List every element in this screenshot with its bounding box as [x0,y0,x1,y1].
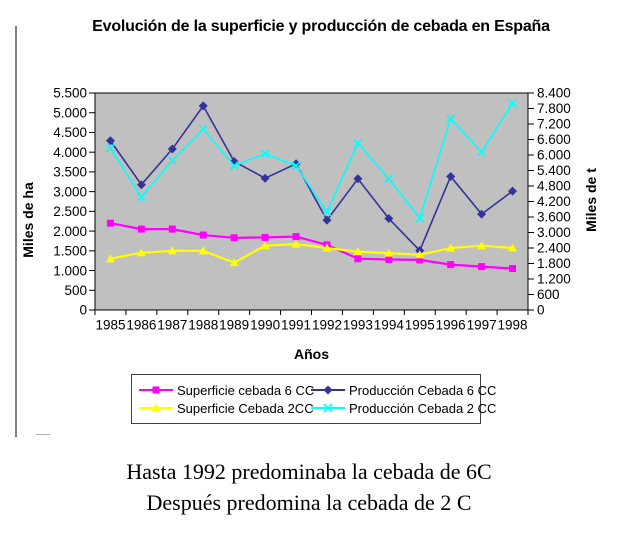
svg-text:1989: 1989 [219,318,249,333]
legend-swatch-diamond-icon [311,385,345,395]
svg-text:1992: 1992 [312,318,342,333]
svg-text:500: 500 [64,283,87,298]
series-line-1 [109,104,514,253]
svg-text:1.000: 1.000 [53,263,87,278]
caption: Hasta 1992 predominaba la cebada de 6C D… [0,456,618,518]
svg-text:3.000: 3.000 [537,225,571,240]
svg-text:1.500: 1.500 [53,244,87,259]
chart-frame-left-border [15,26,17,437]
chart-frame-corner-stub [36,434,50,435]
svg-text:4.800: 4.800 [537,179,571,194]
svg-text:1.200: 1.200 [537,272,571,287]
svg-text:8.400: 8.400 [537,86,571,101]
svg-text:7.200: 7.200 [537,117,571,132]
svg-text:1.800: 1.800 [537,256,571,271]
legend-label: Producción Cebada 2 CC [349,400,497,416]
svg-text:3.600: 3.600 [537,210,571,225]
svg-text:5.400: 5.400 [537,163,571,178]
svg-text:0: 0 [79,303,87,318]
svg-text:4.500: 4.500 [53,125,87,140]
legend-label: Superficie Cebada 2CC [177,400,314,416]
x-axis: 1985 1986 1987 1988 1989 1990 1991 1992 1993 1994… [94,310,529,333]
svg-text:1995: 1995 [405,318,435,333]
legend-swatch-x-icon [311,403,345,413]
svg-text:1997: 1997 [467,318,497,333]
legend-swatch-triangle-icon [139,403,173,412]
svg-text:1987: 1987 [157,318,187,333]
svg-text:1991: 1991 [281,318,311,333]
svg-text:4.200: 4.200 [537,194,571,209]
series-2 [105,239,518,267]
svg-text:1993: 1993 [343,318,373,333]
series-1 [105,101,518,256]
svg-text:3.500: 3.500 [53,165,87,180]
series-line-0 [110,222,513,270]
svg-text:2.500: 2.500 [53,204,87,219]
svg-text:1994: 1994 [374,318,405,333]
legend-item-produccion-2cc: Producción Cebada 2 CC [310,401,496,416]
legend-item-superficie-2cc: Superficie Cebada 2CC [138,401,314,416]
caption-line-2: Después predomina la cebada de 2 C [146,490,472,515]
right-axis: 06001.2001.8002.4003.0003.6004.2004.8005… [528,86,571,318]
plot-area [94,92,529,311]
svg-text:5.500: 5.500 [53,86,87,101]
svg-text:1996: 1996 [436,318,466,333]
series-line-2 [110,243,513,264]
chart-title: Evolución de la superficie y producción … [92,18,550,35]
series-3 [105,98,518,223]
legend-item-superficie-6cc: Superficie cebada 6 CC [138,383,314,398]
svg-text:4.000: 4.000 [53,145,87,160]
svg-text:6.600: 6.600 [537,132,571,147]
svg-text:1985: 1985 [95,318,125,333]
chart-legend: Superficie cebada 6 CC Producción Cebada… [131,374,496,424]
svg-text:0: 0 [537,303,545,318]
legend-label: Superficie cebada 6 CC [177,382,315,398]
left-axis: 0 500 1.000 1.500 2.000 2.500 3.000 3.500 4.000 4… [53,86,95,318]
svg-text:600: 600 [537,287,560,302]
svg-text:3.000: 3.000 [53,184,87,199]
svg-text:2.000: 2.000 [53,224,87,239]
svg-text:1988: 1988 [188,318,218,333]
legend-label: Producción Cebada 6 CC [349,382,497,398]
series-line-3 [109,102,514,220]
svg-text:7.800: 7.800 [537,101,571,116]
svg-text:1998: 1998 [498,318,528,333]
svg-text:5.000: 5.000 [53,105,87,120]
svg-text:1986: 1986 [126,318,156,333]
svg-text:6.000: 6.000 [537,148,571,163]
caption-line-1: Hasta 1992 predominaba la cebada de 6C [126,459,492,484]
svg-text:1990: 1990 [250,318,280,333]
chart-plot: 0 500 1.000 1.500 2.000 2.500 3.000 3.500 4.000 4… [53,86,571,333]
x-axis-title: Años [294,346,329,362]
legend-swatch-square-icon [139,386,173,394]
svg-text:2.400: 2.400 [537,241,571,256]
legend-item-produccion-6cc: Producción Cebada 6 CC [310,383,496,398]
